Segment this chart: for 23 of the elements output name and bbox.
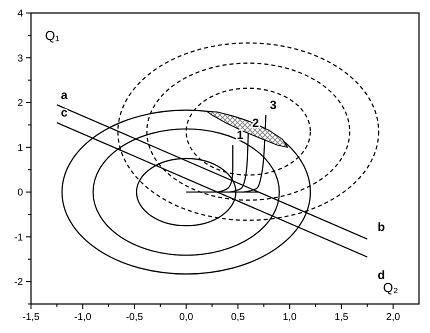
x-tick-label: -1,5 [22,312,40,323]
y-tick-label: 0 [17,188,24,199]
y-tick-label: 3 [17,53,24,64]
x-tick-label: 1,5 [334,312,349,323]
y-tick-label: 4 [17,8,24,20]
y-tick-label: -1 [14,232,24,244]
y-axis-title: Q₁ [45,28,60,43]
x-tick-label: 2,0 [386,312,401,323]
x-tick-label: 0,0 [179,312,194,323]
x-tick-label: -0,5 [126,312,144,323]
annotation: d [378,268,385,282]
annotation: a [60,88,68,102]
x-tick-label: -1,0 [74,312,92,323]
x-tick-label: 0,5 [230,312,246,323]
annotation: b [378,220,385,234]
annotation: c [60,106,68,120]
annotation: 1 [236,128,244,142]
annotation: 3 [270,98,277,112]
y-tick-label: -2 [14,277,24,288]
y-tick-label: 2 [17,98,24,110]
y-tick-label: 1 [17,142,24,154]
x-axis-title: Q₂ [383,280,398,295]
x-tick-label: 1,0 [282,312,298,323]
